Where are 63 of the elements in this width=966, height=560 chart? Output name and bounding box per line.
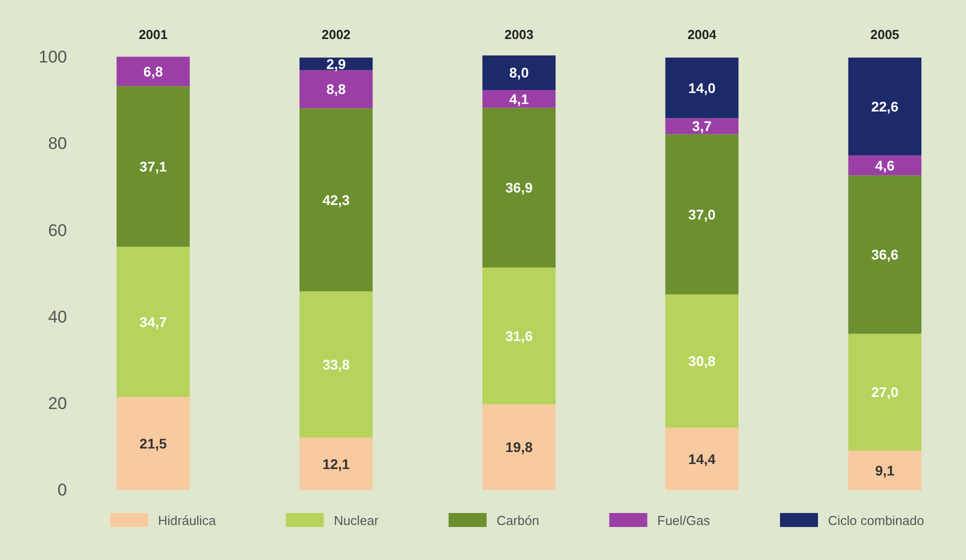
data-label: 9,1 — [875, 462, 895, 478]
data-label: 4,6 — [875, 157, 895, 174]
x-tick-label: 2005 — [870, 27, 900, 42]
x-tick-label: 2002 — [322, 27, 351, 42]
bar — [482, 404, 556, 490]
data-label: 3,7 — [692, 118, 712, 134]
data-label: 27,0 — [871, 384, 899, 400]
data-label: 37,1 — [140, 158, 168, 174]
bar — [482, 90, 556, 108]
y-tick-label: 80 — [48, 134, 67, 154]
data-label: 34,7 — [140, 314, 168, 330]
bar — [848, 450, 922, 490]
bar — [848, 58, 922, 156]
y-tick-label: 60 — [48, 220, 67, 240]
data-label: 14,4 — [688, 450, 716, 467]
data-label: 31,6 — [505, 328, 533, 344]
bar — [116, 246, 190, 397]
data-label: 33,8 — [322, 356, 350, 372]
legend-label: Ciclo combinado — [828, 513, 924, 528]
data-label: 19,8 — [505, 439, 533, 456]
bar — [848, 155, 922, 176]
data-label: 4,1 — [509, 90, 529, 107]
bar — [482, 55, 556, 90]
bar — [665, 294, 738, 428]
legend-label: Nuclear — [334, 513, 380, 528]
legend-label: Fuel/Gas — [657, 513, 710, 528]
data-label: 36,9 — [505, 180, 533, 196]
data-label: 12,1 — [322, 456, 350, 472]
bar — [848, 334, 922, 451]
bar — [300, 70, 373, 108]
legend-label: Hidráulica — [158, 513, 217, 528]
data-label: 21,5 — [140, 435, 168, 452]
data-label: 22,6 — [871, 98, 899, 115]
y-tick-label: 0 — [58, 480, 67, 500]
y-tick-label: 40 — [48, 307, 67, 326]
x-tick-label: 2004 — [687, 27, 718, 42]
data-label: 37,0 — [688, 206, 716, 222]
data-label: 36,6 — [871, 246, 899, 263]
x-tick-label: 2003 — [504, 27, 534, 42]
bar — [665, 58, 738, 118]
bar — [300, 438, 373, 490]
data-label: 8,8 — [326, 81, 346, 98]
data-label: 14,0 — [688, 80, 716, 96]
data-label: 30,8 — [688, 353, 716, 370]
y-tick-label: 20 — [48, 394, 67, 413]
y-tick-label: 100 — [38, 48, 67, 67]
data-label: 42,3 — [322, 192, 350, 208]
bar — [848, 175, 922, 334]
bar — [665, 428, 738, 490]
bar — [116, 56, 190, 86]
bar — [300, 291, 373, 438]
bar — [482, 108, 556, 268]
bar — [665, 134, 738, 294]
data-label: 6,8 — [143, 63, 164, 80]
bar — [116, 86, 190, 247]
bar — [116, 396, 190, 490]
bar — [300, 108, 373, 292]
data-label: 8,0 — [509, 64, 529, 81]
legend-label: Carbón — [496, 513, 540, 528]
data-label: 2,9 — [326, 56, 346, 72]
x-tick-label: 2001 — [138, 27, 168, 42]
bar — [482, 268, 556, 404]
bar — [665, 118, 738, 134]
